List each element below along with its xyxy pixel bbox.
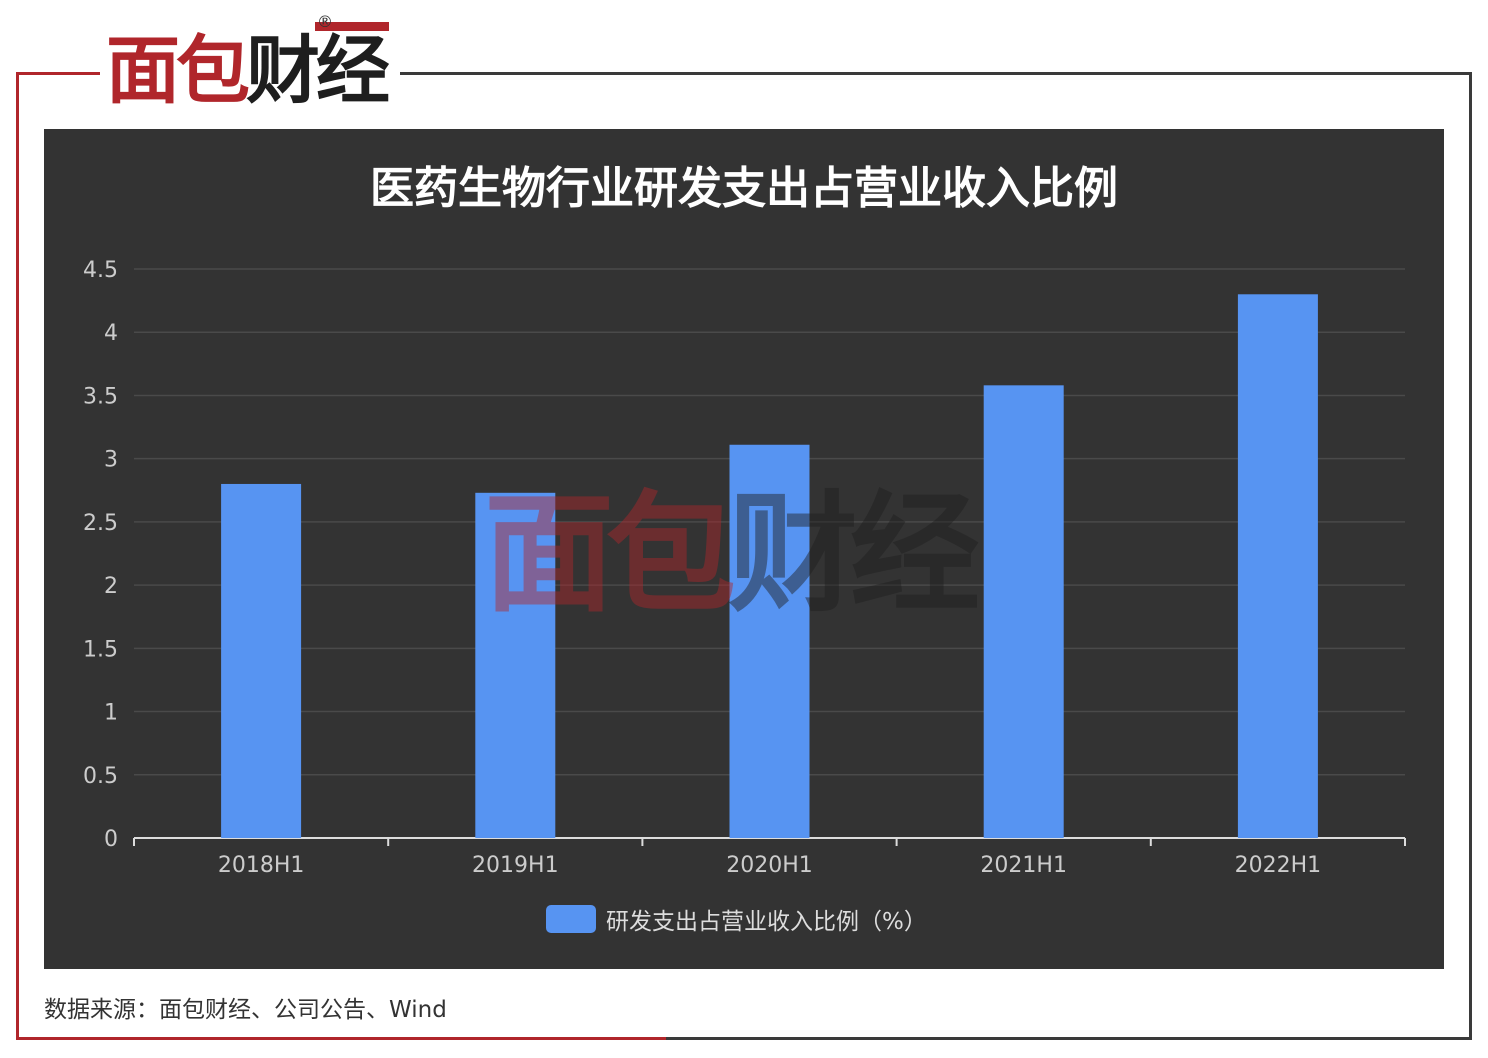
frame-right-line — [1469, 72, 1472, 1040]
y-tick-label: 3 — [104, 448, 118, 473]
legend-swatch — [546, 905, 596, 933]
logo-registered-mark: ® — [317, 12, 333, 31]
x-tick-label: 2020H1 — [726, 853, 813, 878]
chart-title: 医药生物行业研发支出占营业收入比例 — [370, 163, 1118, 214]
y-tick-label: 4.5 — [83, 258, 118, 283]
frame-top-accent — [16, 72, 102, 75]
bar-2018h1 — [221, 483, 302, 838]
legend-label: 研发支出占营业收入比例（%） — [606, 909, 927, 935]
x-tick-label: 2018H1 — [218, 853, 305, 878]
x-tick-label: 2019H1 — [472, 853, 559, 878]
logo-text-part1: 面包 — [106, 28, 250, 114]
data-source-note: 数据来源：面包财经、公司公告、Wind — [44, 997, 447, 1023]
bar-2021h1 — [983, 385, 1064, 838]
bar-2020h1 — [729, 444, 810, 838]
bar-2019h1 — [475, 492, 556, 838]
chart-legend: 研发支出占营业收入比例（%） — [546, 901, 927, 937]
bar-2022h1 — [1237, 294, 1318, 838]
y-tick-label: 0.5 — [83, 764, 118, 789]
y-tick-label: 0 — [104, 827, 118, 852]
y-tick-label: 2.5 — [83, 511, 118, 536]
logo-text-part2: 财经 — [246, 28, 390, 114]
x-tick-label: 2021H1 — [980, 853, 1067, 878]
frame-bottom-accent — [16, 1037, 666, 1040]
frame-bottom-line — [666, 1037, 1472, 1040]
y-tick-label: 3.5 — [83, 384, 118, 409]
brand-logo: ® 面包财经 — [100, 12, 400, 116]
logo-text: 面包财经 — [106, 26, 390, 116]
x-tick-label: 2022H1 — [1235, 853, 1322, 878]
y-tick-label: 4 — [104, 321, 118, 346]
frame-left-line — [16, 72, 19, 1040]
logo-accent-bar — [315, 22, 389, 31]
y-tick-label: 1 — [104, 701, 118, 726]
frame-top-line — [16, 72, 1472, 75]
chart-panel: 医药生物行业研发支出占营业收入比例 0 0.5 1 1.5 2 2.5 3 3.5 4 4.5 20… — [44, 129, 1444, 969]
y-tick-label: 2 — [104, 574, 118, 599]
y-tick-label: 1.5 — [83, 637, 118, 662]
bar-chart: 0 0.5 1 1.5 2 2.5 3 3.5 4 4.5 2018H1 2019H1 2020H1 20… — [83, 258, 1406, 878]
